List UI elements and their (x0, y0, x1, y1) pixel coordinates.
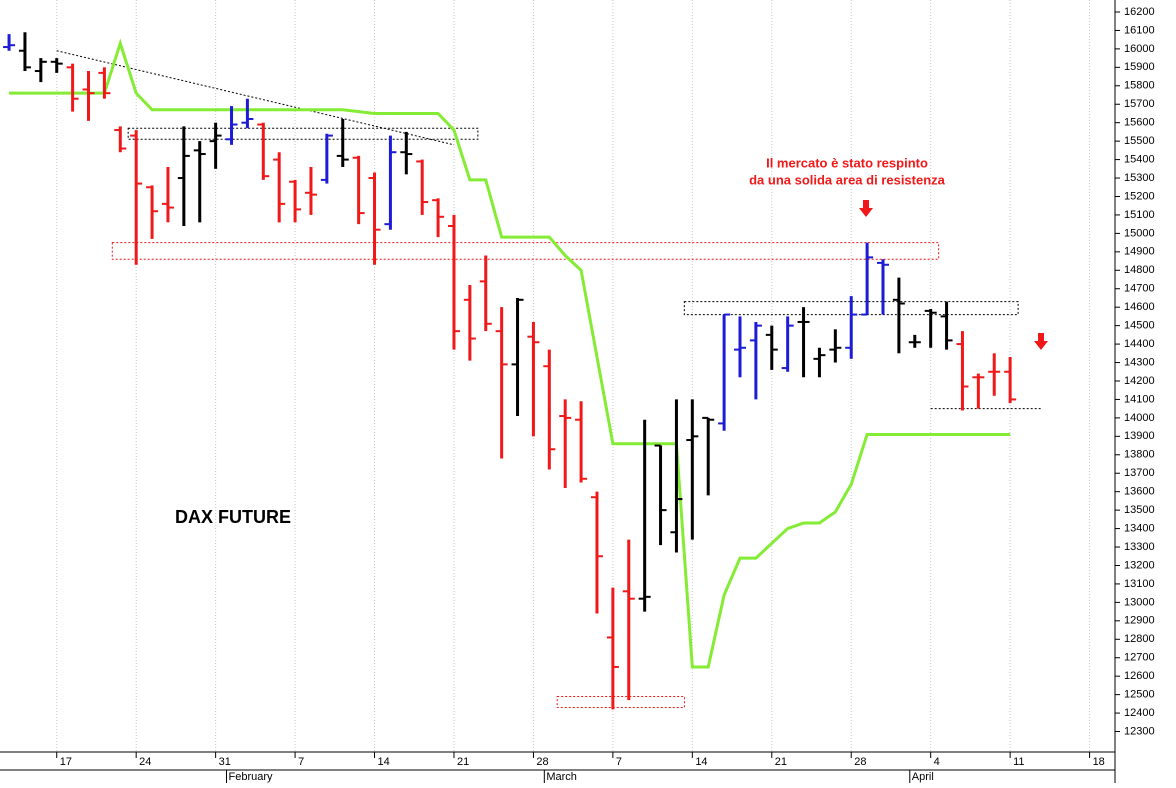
x-tick-label: 11 (1013, 756, 1024, 768)
y-tick-label: 15100 (1124, 209, 1155, 221)
y-tick-label: 13800 (1124, 449, 1155, 461)
y-tick-label: 12300 (1124, 725, 1155, 737)
y-tick-label: 13500 (1124, 504, 1155, 516)
x-tick-label: 31 (219, 756, 231, 768)
y-tick-label: 12400 (1124, 707, 1155, 719)
y-tick-label: 13600 (1124, 486, 1155, 498)
y-tick-label: 16200 (1124, 6, 1155, 18)
x-tick-label: 7 (298, 756, 304, 768)
y-tick-label: 13300 (1124, 541, 1155, 553)
y-tick-label: 14600 (1124, 301, 1155, 313)
y-tick-label: 12600 (1124, 670, 1155, 682)
y-tick-label: 15500 (1124, 135, 1155, 147)
y-tick-label: 15300 (1124, 172, 1155, 184)
x-tick-label: 18 (1093, 756, 1105, 768)
x-tick-label: 24 (139, 756, 151, 768)
y-tick-label: 13100 (1124, 578, 1155, 590)
y-tick-label: 13400 (1124, 522, 1155, 534)
x-tick-label: 14 (695, 756, 707, 768)
x-tick-label: 7 (616, 756, 622, 768)
x-tick-label: 17 (60, 756, 72, 768)
x-tick-label: 21 (457, 756, 469, 768)
y-tick-label: 13900 (1124, 430, 1155, 442)
y-tick-label: 15700 (1124, 98, 1155, 110)
y-tick-label: 12700 (1124, 652, 1155, 664)
y-tick-label: 15600 (1124, 117, 1155, 129)
y-tick-label: 12500 (1124, 689, 1155, 701)
x-tick-label: 14 (378, 756, 390, 768)
y-tick-label: 16000 (1124, 43, 1155, 55)
y-tick-label: 15900 (1124, 61, 1155, 73)
month-label: February (229, 771, 274, 783)
y-tick-label: 14200 (1124, 375, 1155, 387)
y-tick-label: 14700 (1124, 283, 1155, 295)
y-tick-label: 14800 (1124, 264, 1155, 276)
y-tick-label: 15000 (1124, 227, 1155, 239)
x-tick-label: 21 (775, 756, 787, 768)
marks (3, 32, 1017, 710)
zone (111, 242, 940, 260)
y-tick-label: 15400 (1124, 153, 1155, 165)
annotation-text: Il mercato è stato respinto (766, 155, 928, 170)
y-tick-label: 14500 (1124, 320, 1155, 332)
y-tick-label: 14300 (1124, 356, 1155, 368)
y-tick-label: 14000 (1124, 412, 1155, 424)
y-tick-label: 15800 (1124, 80, 1155, 92)
month-label: March (546, 771, 577, 783)
x-tick-label: 28 (854, 756, 866, 768)
x-tick-label: 28 (536, 756, 548, 768)
chart-label: DAX FUTURE (175, 507, 291, 527)
y-tick-label: 14900 (1124, 246, 1155, 258)
x-tick-label: 4 (934, 756, 940, 768)
y-tick-label: 14100 (1124, 393, 1155, 405)
trend-line (56, 50, 455, 146)
zone (556, 695, 685, 709)
stop-line (9, 38, 1011, 669)
y-tick-label: 16100 (1124, 24, 1155, 36)
annotation-text: da una solida area di resistenza (749, 172, 946, 187)
month-label: April (912, 771, 934, 783)
arrow (1034, 333, 1048, 350)
y-tick-label: 12900 (1124, 615, 1155, 627)
arrow (859, 200, 873, 217)
y-tick-label: 14400 (1124, 338, 1155, 350)
y-tick-label: 13200 (1124, 559, 1155, 571)
y-tick-label: 15200 (1124, 190, 1155, 202)
y-tick-label: 12800 (1124, 633, 1155, 645)
y-tick-label: 13000 (1124, 596, 1155, 608)
y-tick-label: 13700 (1124, 467, 1155, 479)
axes: 12300 12400 12500 12600 12700 12800 12900 13000… (56, 6, 1155, 783)
